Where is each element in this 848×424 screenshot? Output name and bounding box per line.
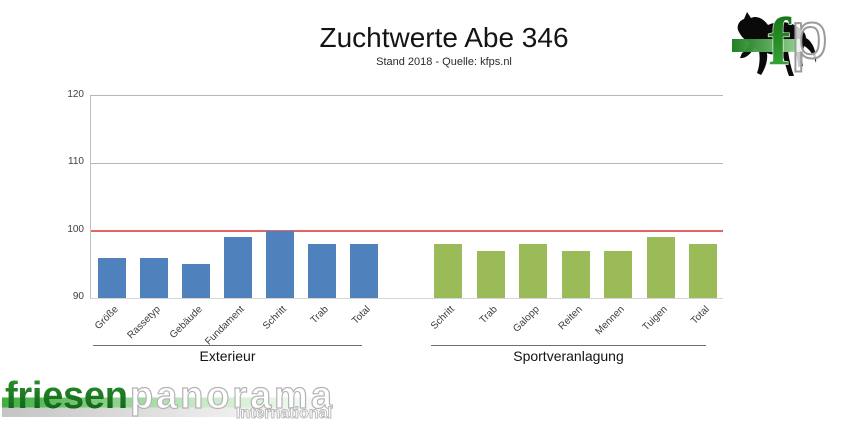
bar-größe: [98, 257, 126, 298]
logo-letter-p: p: [791, 6, 828, 72]
bar-trab: [476, 250, 505, 298]
bar-tuigen: [646, 237, 675, 298]
green-band: [732, 39, 802, 52]
group-name-sportveranlagung: Sportveranlagung: [513, 348, 624, 364]
y-tick-label: 110: [68, 156, 84, 168]
bar-schritt: [434, 244, 462, 298]
bar-group-exterieur: [98, 230, 378, 298]
y-tick-label: 100: [67, 223, 84, 235]
logo-word-friesen: friesen: [5, 375, 128, 417]
bar-gebäude: [182, 264, 210, 298]
group-underline: [431, 345, 706, 346]
bar-group-sportveranlagung: [434, 237, 717, 298]
bar-total: [350, 244, 378, 298]
gridline-110: [91, 163, 723, 165]
bar-total: [689, 244, 717, 298]
bar-galopp: [519, 244, 547, 298]
group-name-exterieur: Exterieur: [199, 348, 256, 364]
reference-line-100: [91, 229, 723, 232]
bar-trab: [308, 244, 336, 298]
logo-green-band: [2, 397, 338, 408]
fp-horse-logo: f p: [732, 6, 829, 80]
y-tick-label: 90: [72, 291, 84, 302]
bar-schritt: [266, 230, 294, 298]
logo-word-panorama: panorama: [130, 375, 333, 417]
bar-fundament: [224, 237, 252, 298]
bar-mennen: [604, 250, 632, 298]
bar-rassetyp: [140, 257, 168, 298]
bar-reiten: [561, 250, 590, 298]
logo-silver-band: [2, 407, 338, 417]
logo-word-international: International: [236, 405, 332, 422]
chart-title: Zuchtwerte Abe 346: [319, 22, 569, 53]
logo-letter-f: f: [768, 6, 792, 79]
friesenpanorama-logo: friesen panorama International: [2, 374, 338, 422]
chart-subtitle: Stand 2018 - Quelle: kfps.nl: [376, 56, 512, 68]
group-underline: [93, 345, 362, 346]
plot-area: [90, 95, 723, 299]
y-tick-label: 120: [67, 89, 84, 100]
